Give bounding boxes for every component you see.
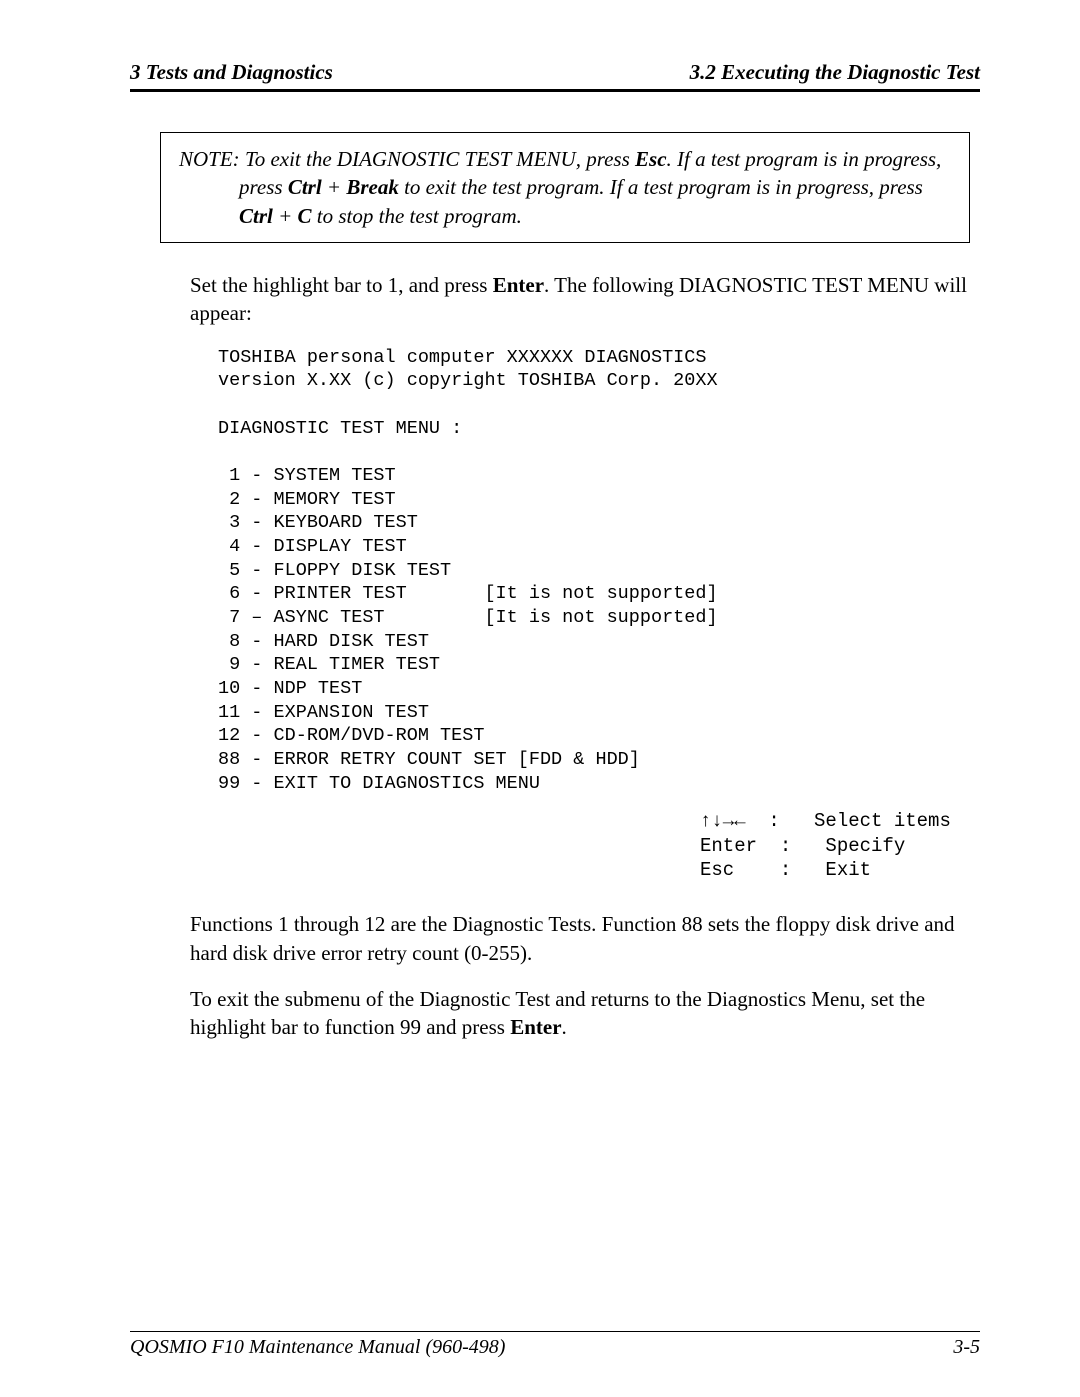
legend-esc: Esc : Exit <box>700 859 871 881</box>
menu-item-6: 6 - PRINTER TEST [It is not supported] <box>218 583 718 604</box>
paragraph-3: To exit the submenu of the Diagnostic Te… <box>160 985 980 1042</box>
menu-header-1: TOSHIBA personal computer XXXXXX DIAGNOS… <box>218 347 706 368</box>
note-label: NOTE: <box>179 147 240 171</box>
menu-item-7: 7 – ASYNC TEST [It is not supported] <box>218 607 718 628</box>
paragraph-1: Set the highlight bar to 1, and press En… <box>160 271 980 328</box>
diagnostic-menu: TOSHIBA personal computer XXXXXX DIAGNOS… <box>160 346 980 796</box>
menu-item-99: 99 - EXIT TO DIAGNOSTICS MENU <box>218 773 540 794</box>
menu-item-3: 3 - KEYBOARD TEST <box>218 512 418 533</box>
footer-left: QOSMIO F10 Maintenance Manual (960-498) <box>130 1336 505 1359</box>
footer-right: 3-5 <box>953 1336 980 1359</box>
key-esc: Esc <box>635 147 667 171</box>
key-break: Break <box>346 175 399 199</box>
menu-item-5: 5 - FLOPPY DISK TEST <box>218 560 451 581</box>
menu-item-2: 2 - MEMORY TEST <box>218 489 396 510</box>
header-right: 3.2 Executing the Diagnostic Test <box>690 60 980 85</box>
menu-item-8: 8 - HARD DISK TEST <box>218 631 429 652</box>
menu-header-2: version X.XX (c) copyright TOSHIBA Corp.… <box>218 370 718 391</box>
key-c: C <box>298 204 312 228</box>
key-enter: Enter <box>493 273 544 297</box>
page-footer: QOSMIO F10 Maintenance Manual (960-498) … <box>130 1331 980 1359</box>
legend-enter: Enter : Specify <box>700 835 905 857</box>
menu-item-12: 12 - CD-ROM/DVD-ROM TEST <box>218 725 484 746</box>
key-ctrl: Ctrl <box>288 175 322 199</box>
key-ctrl-2: Ctrl <box>239 204 273 228</box>
menu-title: DIAGNOSTIC TEST MENU : <box>218 418 462 439</box>
header-left: 3 Tests and Diagnostics <box>130 60 333 85</box>
key-enter-2: Enter <box>510 1015 561 1039</box>
legend-arrows: ↑↓→← : Select items <box>700 810 951 832</box>
note-box: NOTE: To exit the DIAGNOSTIC TEST MENU, … <box>160 132 970 243</box>
menu-item-9: 9 - REAL TIMER TEST <box>218 654 440 675</box>
page-header: 3 Tests and Diagnostics 3.2 Executing th… <box>130 60 980 92</box>
menu-item-11: 11 - EXPANSION TEST <box>218 702 429 723</box>
menu-item-1: 1 - SYSTEM TEST <box>218 465 396 486</box>
menu-item-88: 88 - ERROR RETRY COUNT SET [FDD & HDD] <box>218 749 640 770</box>
note-text: NOTE: To exit the DIAGNOSTIC TEST MENU, … <box>179 145 951 230</box>
menu-item-4: 4 - DISPLAY TEST <box>218 536 407 557</box>
paragraph-2: Functions 1 through 12 are the Diagnosti… <box>160 910 980 967</box>
key-legend: ↑↓→← : Select items Enter : Specify Esc … <box>160 809 980 882</box>
menu-item-10: 10 - NDP TEST <box>218 678 362 699</box>
